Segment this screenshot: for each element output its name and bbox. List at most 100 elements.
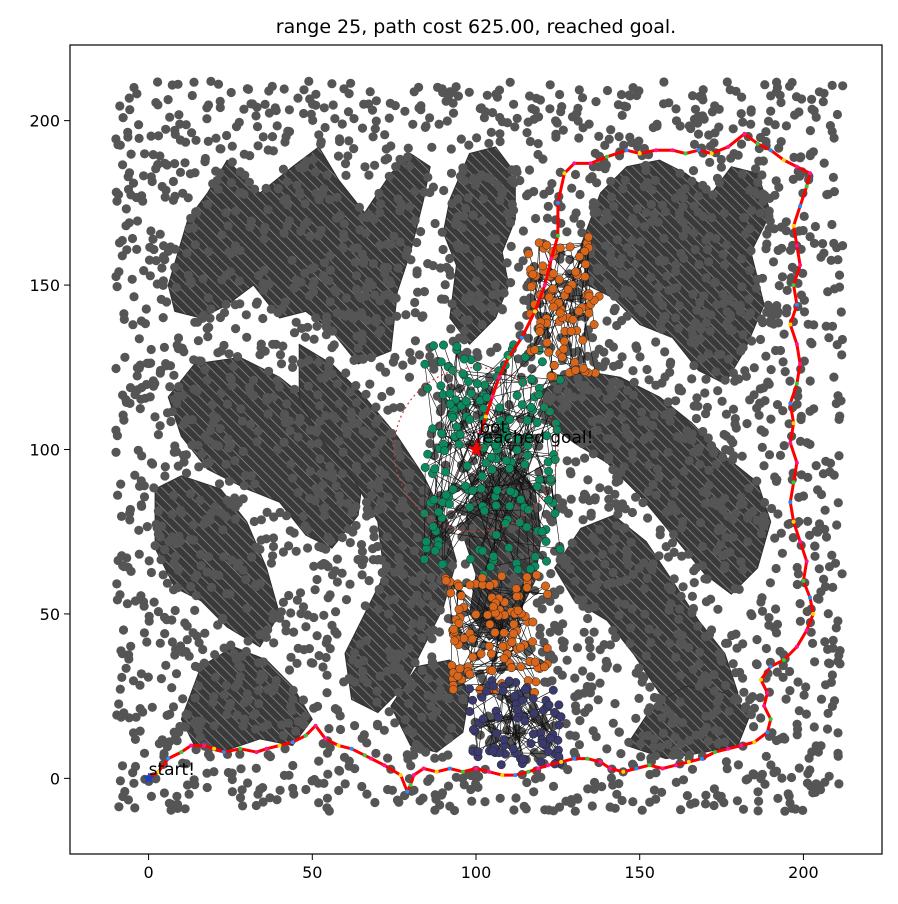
sample-point [598, 362, 607, 371]
sample-point [484, 139, 493, 148]
sample-point [236, 764, 245, 773]
sample-point [461, 204, 470, 213]
sample-point [766, 760, 775, 769]
sample-point [327, 369, 336, 378]
sample-point [743, 537, 752, 546]
sample-point [717, 794, 726, 803]
path-node [769, 717, 773, 721]
sample-point [698, 542, 707, 551]
sample-point [410, 658, 419, 667]
sample-point [325, 806, 334, 815]
sample-point [149, 483, 158, 492]
sample-point [692, 393, 701, 402]
sample-point [354, 659, 363, 668]
sample-point [340, 233, 349, 242]
sample-point [615, 132, 624, 141]
cluster-node [571, 366, 579, 374]
sample-point [704, 257, 713, 266]
cluster-node [487, 650, 495, 658]
cluster-node [468, 486, 476, 494]
sample-point [834, 451, 843, 460]
sample-point [746, 246, 755, 255]
sample-point [203, 376, 212, 385]
sample-point [757, 314, 766, 323]
sample-point [721, 681, 730, 690]
sample-point [360, 162, 369, 171]
cluster-node [464, 377, 472, 385]
sample-point [436, 605, 445, 614]
sample-point [373, 555, 382, 564]
path-node [278, 744, 282, 748]
sample-point [362, 790, 371, 799]
sample-point [659, 99, 668, 108]
sample-point [368, 106, 377, 115]
path-node [202, 744, 206, 748]
sample-point [193, 387, 202, 396]
sample-point [813, 485, 822, 494]
sample-point [280, 438, 289, 447]
cluster-node [555, 752, 563, 760]
cluster-node [420, 509, 428, 517]
sample-point [776, 91, 785, 100]
sample-point [645, 433, 654, 442]
sample-point [595, 415, 604, 424]
sample-point [752, 404, 761, 413]
sample-point [325, 462, 334, 471]
cluster-node [533, 571, 541, 579]
sample-point [810, 722, 819, 731]
sample-point [147, 792, 156, 801]
sample-point [670, 574, 679, 583]
path-node [808, 596, 812, 600]
path-node [572, 757, 576, 761]
sample-point [222, 131, 231, 140]
cluster-node [473, 363, 481, 371]
sample-point [395, 237, 404, 246]
sample-point [296, 190, 305, 199]
sample-point [489, 306, 498, 315]
sample-point [137, 669, 146, 678]
cluster-node [500, 629, 508, 637]
sample-point [418, 633, 427, 642]
sample-point [204, 247, 213, 256]
sample-point [314, 195, 323, 204]
sample-point [124, 650, 133, 659]
sample-point [820, 637, 829, 646]
sample-point [522, 128, 531, 137]
sample-point [140, 628, 149, 637]
sample-point [672, 507, 681, 516]
sample-point [623, 386, 632, 395]
cluster-node [546, 734, 554, 742]
cluster-node [438, 560, 446, 568]
sample-point [429, 261, 438, 270]
sample-point [448, 299, 457, 308]
sample-point [402, 519, 411, 528]
sample-point [352, 462, 361, 471]
sample-point [307, 265, 316, 274]
sample-point [606, 177, 615, 186]
sample-point [146, 226, 155, 235]
sample-point [827, 256, 836, 265]
sample-point [202, 114, 211, 123]
cluster-node [524, 250, 532, 258]
sample-point [611, 534, 620, 543]
sample-point [151, 98, 160, 107]
sample-point [160, 471, 169, 480]
cluster-node [446, 589, 454, 597]
sample-point [213, 176, 222, 185]
sample-point [147, 345, 156, 354]
x-tick-label: 150 [624, 863, 655, 882]
sample-point [737, 282, 746, 291]
sample-point [797, 291, 806, 300]
path-node [179, 750, 183, 754]
sample-point [350, 721, 359, 730]
cluster-node [575, 307, 583, 315]
sample-point [769, 319, 778, 328]
sample-point [380, 726, 389, 735]
sample-point [579, 515, 588, 524]
sample-point [274, 184, 283, 193]
sample-point [546, 569, 555, 578]
path-node [795, 645, 799, 649]
sample-point [825, 659, 834, 668]
cluster-node [478, 472, 486, 480]
